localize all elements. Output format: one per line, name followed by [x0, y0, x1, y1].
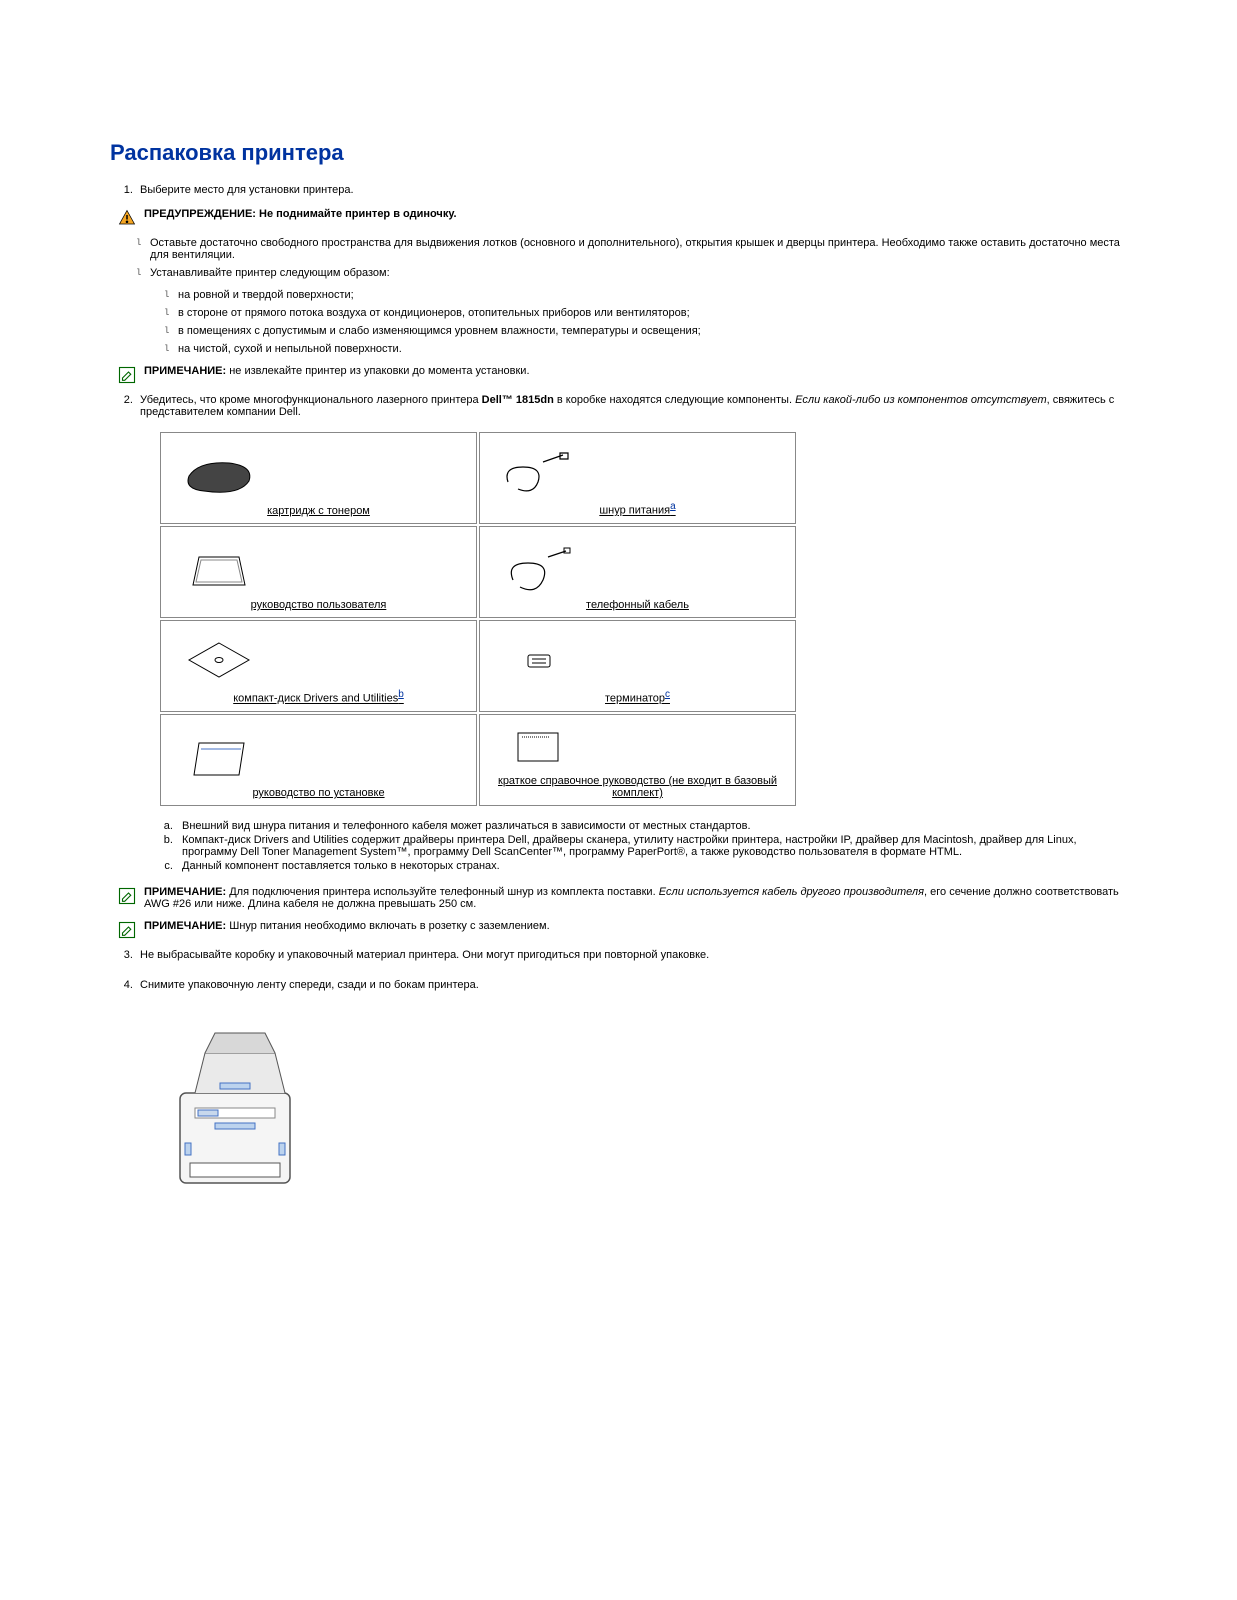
pencil-icon	[118, 887, 136, 905]
footnote-link-a[interactable]: a	[670, 501, 676, 512]
cell-terminator: терминаторc	[479, 620, 796, 712]
note-phone-row: ПРИМЕЧАНИЕ: Для подключения принтера исп…	[118, 886, 1127, 910]
cell-user-guide-label: руководство пользователя	[251, 599, 387, 611]
main-ordered-list-3: Не выбрасывайте коробку и упаковочный ма…	[136, 949, 1127, 991]
step2-mid: в коробке находятся следующие компоненты…	[554, 394, 795, 406]
toner-cartridge-icon	[169, 451, 269, 501]
cell-quick-ref: краткое справочное руководство (не входи…	[479, 714, 796, 806]
step-3: Не выбрасывайте коробку и упаковочный ма…	[136, 949, 1127, 961]
cell-toner-label: картридж с тонером	[267, 505, 370, 517]
step-4: Снимите упаковочную ленту спереди, сзади…	[136, 979, 1127, 991]
step-2: Убедитесь, что кроме многофункциональног…	[136, 394, 1127, 418]
cell-setup-guide: руководство по установке	[160, 714, 477, 806]
placement-sublist: на ровной и твердой поверхности; в сторо…	[164, 289, 1127, 355]
pencil-icon	[118, 921, 136, 939]
terminator-icon	[488, 635, 588, 685]
note-phone-text: ПРИМЕЧАНИЕ: Для подключения принтера исп…	[144, 886, 1127, 910]
components-table: картридж с тонером шнур питанияa руковод…	[158, 430, 798, 808]
footnote-link-c[interactable]: c	[665, 689, 670, 700]
placement-item-1: Оставьте достаточно свободного пространс…	[136, 237, 1127, 261]
cd-icon	[169, 635, 269, 685]
phone-cable-icon	[488, 545, 588, 595]
warning-body: Не поднимайте принтер в одиночку.	[259, 208, 457, 220]
note-power-body: Шнур питания необходимо включать в розет…	[229, 920, 549, 932]
cell-setup-guide-label: руководство по установке	[252, 787, 384, 799]
note-unpack-body: не извлекайте принтер из упаковки до мом…	[229, 365, 529, 377]
warning-row: ПРЕДУПРЕЖДЕНИЕ: Не поднимайте принтер в …	[118, 208, 1127, 227]
step-1: Выберите место для установки принтера.	[136, 184, 1127, 196]
footnote-c: Данный компонент поставляется только в н…	[176, 860, 1127, 872]
note-unpack-row: ПРИМЕЧАНИЕ: не извлекайте принтер из упа…	[118, 365, 1127, 384]
cell-phone-cable-label: телефонный кабель	[586, 599, 689, 611]
manual-icon	[169, 545, 269, 595]
cell-power-cord-label: шнур питания	[599, 505, 670, 517]
table-row: руководство пользователя телефонный кабе…	[160, 526, 796, 618]
quick-ref-icon	[488, 721, 588, 771]
cell-toner: картридж с тонером	[160, 432, 477, 524]
note-phone-italic: Если используется кабель другого произво…	[659, 886, 924, 898]
main-ordered-list-2: Убедитесь, что кроме многофункциональног…	[136, 394, 1127, 418]
note-power-label: ПРИМЕЧАНИЕ:	[144, 920, 229, 932]
cell-terminator-label: терминатор	[605, 693, 665, 705]
footnotes-list: Внешний вид шнура питания и телефонного …	[176, 820, 1127, 872]
cell-phone-cable: телефонный кабель	[479, 526, 796, 618]
cell-cd-label: компакт-диск Drivers and Utilities	[233, 693, 398, 705]
warning-text: ПРЕДУПРЕЖДЕНИЕ: Не поднимайте принтер в …	[144, 208, 1127, 220]
placement-list: Оставьте достаточно свободного пространс…	[136, 237, 1127, 279]
power-cord-icon	[488, 447, 588, 497]
page-title: Распаковка принтера	[110, 140, 1127, 166]
cell-user-guide: руководство пользователя	[160, 526, 477, 618]
note-phone-pre: Для подключения принтера используйте тел…	[229, 886, 658, 898]
printer-illustration	[160, 1013, 310, 1203]
step2-pre: Убедитесь, что кроме многофункциональног…	[140, 394, 482, 406]
sub-d: на чистой, сухой и непыльной поверхности…	[164, 343, 1127, 355]
cell-power-cord: шнур питанияa	[479, 432, 796, 524]
cell-cd: компакт-диск Drivers and Utilitiesb	[160, 620, 477, 712]
sub-a: на ровной и твердой поверхности;	[164, 289, 1127, 301]
spacing-block: Оставьте достаточно свободного пространс…	[136, 237, 1127, 355]
sub-c: в помещениях с допустимым и слабо изменя…	[164, 325, 1127, 337]
note-power-text: ПРИМЕЧАНИЕ: Шнур питания необходимо вклю…	[144, 920, 1127, 932]
warning-label: ПРЕДУПРЕЖДЕНИЕ:	[144, 208, 259, 220]
footnote-a: Внешний вид шнура питания и телефонного …	[176, 820, 1127, 832]
note-unpack-text: ПРИМЕЧАНИЕ: не извлекайте принтер из упа…	[144, 365, 1127, 377]
table-row: картридж с тонером шнур питанияa	[160, 432, 796, 524]
step2-bold: Dell™ 1815dn	[482, 394, 554, 406]
pencil-icon	[118, 366, 136, 384]
warning-icon	[118, 209, 136, 227]
cell-quick-ref-label: краткое справочное руководство (не входи…	[498, 775, 777, 799]
sub-b: в стороне от прямого потока воздуха от к…	[164, 307, 1127, 319]
main-ordered-list: Выберите место для установки принтера.	[136, 184, 1127, 196]
table-row: руководство по установке краткое справоч…	[160, 714, 796, 806]
table-row: компакт-диск Drivers and Utilitiesb терм…	[160, 620, 796, 712]
note-phone-label: ПРИМЕЧАНИЕ:	[144, 886, 229, 898]
document-page: Распаковка принтера Выберите место для у…	[0, 0, 1237, 1266]
placement-item-2: Устанавливайте принтер следующим образом…	[136, 267, 1127, 279]
step2-italic: Если какой-либо из компонентов отсутству…	[795, 394, 1047, 406]
setup-sheet-icon	[169, 733, 269, 783]
note-unpack-label: ПРИМЕЧАНИЕ:	[144, 365, 229, 377]
footnote-b: Компакт-диск Drivers and Utilities содер…	[176, 834, 1127, 858]
footnote-link-b[interactable]: b	[398, 689, 404, 700]
note-power-row: ПРИМЕЧАНИЕ: Шнур питания необходимо вклю…	[118, 920, 1127, 939]
